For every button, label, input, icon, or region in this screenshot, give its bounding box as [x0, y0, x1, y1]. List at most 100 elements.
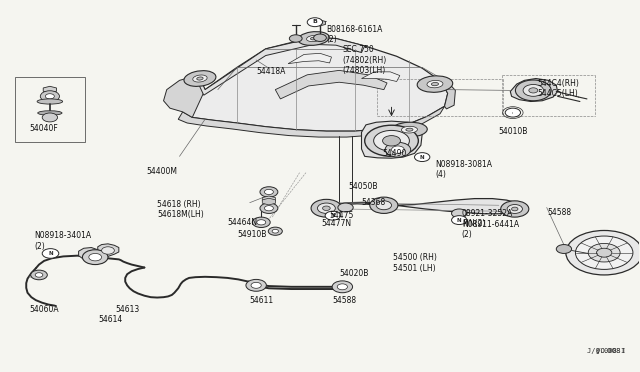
Circle shape	[385, 142, 411, 157]
Circle shape	[325, 211, 340, 220]
Circle shape	[45, 94, 54, 99]
Bar	[15, 77, 85, 141]
Text: 54588: 54588	[547, 208, 572, 217]
Circle shape	[556, 244, 572, 253]
Circle shape	[31, 270, 47, 280]
Circle shape	[376, 201, 392, 210]
Circle shape	[251, 282, 261, 288]
Text: 54475: 54475	[330, 211, 354, 220]
Circle shape	[264, 189, 273, 195]
Circle shape	[323, 206, 330, 211]
Text: 54368: 54368	[362, 198, 386, 207]
Text: 54490: 54490	[383, 149, 407, 158]
Text: 54020B: 54020B	[339, 269, 369, 278]
Text: J/0.008 I: J/0.008 I	[596, 348, 625, 354]
Circle shape	[515, 80, 551, 101]
Circle shape	[392, 146, 404, 153]
Circle shape	[383, 136, 401, 146]
Circle shape	[246, 279, 266, 291]
Circle shape	[374, 131, 410, 151]
Text: 08921-3252A
PIN(2): 08921-3252A PIN(2)	[462, 209, 513, 228]
Text: 54500 (RH)
54501 (LH): 54500 (RH) 54501 (LH)	[394, 253, 437, 273]
Ellipse shape	[392, 122, 428, 137]
Ellipse shape	[401, 126, 417, 133]
Circle shape	[311, 199, 342, 217]
Text: 54618 (RH)
54618M(LH): 54618 (RH) 54618M(LH)	[157, 200, 204, 219]
Text: B: B	[312, 19, 317, 24]
Polygon shape	[79, 247, 100, 261]
Text: 544C4(RH)
544C5(LH): 544C4(RH) 544C5(LH)	[537, 78, 579, 98]
Polygon shape	[178, 106, 445, 137]
Ellipse shape	[310, 37, 317, 40]
Circle shape	[566, 231, 640, 275]
Ellipse shape	[431, 83, 438, 86]
Circle shape	[575, 236, 633, 269]
Ellipse shape	[184, 71, 216, 86]
Circle shape	[35, 273, 43, 277]
Text: 54614: 54614	[99, 315, 123, 324]
Text: N: N	[330, 213, 335, 218]
Ellipse shape	[406, 128, 413, 131]
Circle shape	[289, 35, 302, 42]
Text: B08168-6161A
(2): B08168-6161A (2)	[326, 25, 383, 44]
Ellipse shape	[38, 111, 62, 115]
Polygon shape	[510, 78, 557, 102]
Ellipse shape	[193, 75, 207, 82]
Polygon shape	[314, 20, 326, 26]
Polygon shape	[98, 244, 119, 256]
Polygon shape	[362, 121, 422, 158]
Circle shape	[588, 243, 620, 262]
Circle shape	[264, 206, 273, 211]
Polygon shape	[319, 199, 521, 214]
Circle shape	[252, 217, 270, 228]
Polygon shape	[262, 198, 276, 205]
Ellipse shape	[307, 35, 321, 42]
Circle shape	[257, 220, 266, 225]
Text: 54040F: 54040F	[29, 124, 58, 133]
Text: N08918-3081A
(4): N08918-3081A (4)	[435, 160, 492, 179]
Polygon shape	[44, 86, 56, 93]
Text: 54060A: 54060A	[29, 305, 59, 314]
Text: 54418A: 54418A	[256, 67, 285, 76]
Text: 54400M: 54400M	[147, 167, 177, 176]
Polygon shape	[164, 75, 205, 118]
Polygon shape	[262, 196, 276, 203]
Circle shape	[370, 197, 398, 214]
Circle shape	[452, 209, 467, 218]
Circle shape	[529, 88, 538, 93]
Circle shape	[596, 248, 612, 257]
Circle shape	[511, 207, 518, 211]
Polygon shape	[197, 38, 365, 95]
Circle shape	[268, 227, 282, 235]
Text: 54588: 54588	[332, 296, 356, 305]
Text: 54613: 54613	[115, 305, 140, 314]
Circle shape	[317, 203, 335, 214]
Text: 54611: 54611	[249, 296, 273, 305]
Ellipse shape	[37, 99, 63, 104]
Circle shape	[314, 34, 326, 41]
Text: 54910B: 54910B	[237, 231, 266, 240]
Text: N08911-6441A
(2): N08911-6441A (2)	[462, 220, 519, 240]
Circle shape	[332, 281, 353, 293]
Circle shape	[507, 205, 522, 214]
Text: 54010B: 54010B	[499, 127, 528, 136]
Text: 54050B: 54050B	[349, 182, 378, 191]
Circle shape	[338, 203, 353, 212]
Polygon shape	[182, 38, 448, 131]
Polygon shape	[442, 81, 456, 109]
Circle shape	[500, 201, 529, 217]
Circle shape	[40, 91, 60, 102]
Text: SEC.750
(74802(RH)
(74803(LH): SEC.750 (74802(RH) (74803(LH)	[342, 45, 387, 75]
Circle shape	[272, 230, 278, 233]
Text: N: N	[457, 218, 461, 222]
Text: N08918-3401A
(2): N08918-3401A (2)	[34, 231, 91, 251]
Circle shape	[102, 247, 115, 254]
Circle shape	[260, 203, 278, 214]
Circle shape	[307, 18, 323, 27]
Circle shape	[415, 153, 430, 161]
Polygon shape	[275, 70, 387, 99]
Ellipse shape	[417, 76, 452, 92]
Text: N: N	[420, 155, 424, 160]
Circle shape	[83, 250, 108, 264]
Circle shape	[260, 187, 278, 197]
